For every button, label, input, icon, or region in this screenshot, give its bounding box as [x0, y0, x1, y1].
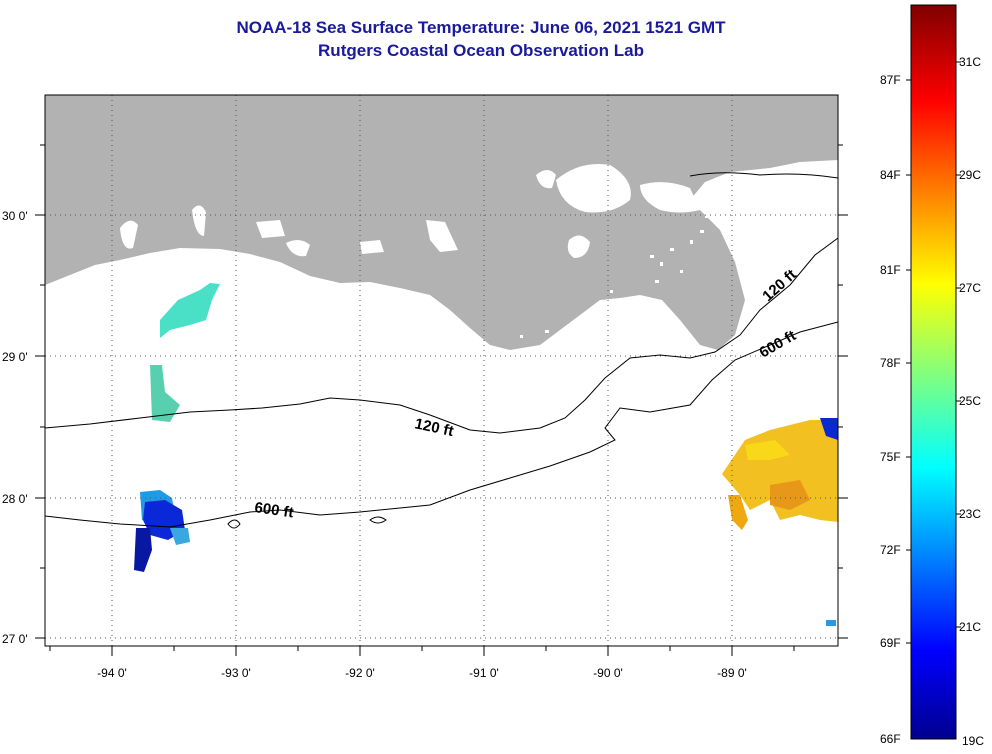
colorbar-c-label: 19C [962, 734, 984, 748]
colorbar-f-label: 69F [880, 636, 901, 650]
lake [556, 164, 631, 213]
lon-label: -93 0' [221, 666, 251, 680]
colorbar-c-label: 23C [959, 507, 981, 521]
grid-lines [45, 95, 838, 646]
map-border [44, 94, 839, 647]
contour-600ft [45, 321, 838, 528]
colorbar-ticks [906, 61, 961, 644]
colorbar-f-label: 75F [880, 450, 901, 464]
lake [360, 240, 384, 254]
colorbar-c-label: 21C [959, 620, 981, 634]
contour-label-600ft-west: 600 ft [253, 499, 294, 521]
axis-ticks [35, 144, 848, 656]
lake [567, 235, 590, 258]
lake [256, 220, 285, 238]
lon-label: -90 0' [593, 666, 623, 680]
colorbar-c-label: 29C [959, 168, 981, 182]
colorbar-c-label: 27C [959, 281, 981, 295]
map-title: NOAA-18 Sea Surface Temperature: June 06… [236, 18, 726, 37]
lat-label: 30 0' [2, 209, 28, 223]
contour-120ft [45, 237, 838, 434]
colorbar-f-label: 84F [880, 168, 901, 182]
lat-label: 27 0' [2, 632, 28, 646]
lon-label: -94 0' [97, 666, 127, 680]
colorbar-f-label: 72F [880, 543, 901, 557]
colorbar [910, 4, 957, 740]
lake [286, 239, 310, 257]
colorbar-f-label: 87F [880, 73, 901, 87]
lake [640, 182, 700, 213]
lake [192, 205, 206, 236]
lake [536, 170, 556, 189]
lon-label: -89 0' [717, 666, 747, 680]
lat-label: 29 0' [2, 350, 28, 364]
delta-marsh [520, 215, 708, 338]
sst-data [134, 283, 838, 626]
colorbar-c-label: 25C [959, 394, 981, 408]
colorbar-f-label: 81F [880, 263, 901, 277]
colorbar-f-label: 66F [880, 732, 901, 746]
colorbar-f-label: 78F [880, 356, 901, 370]
colorbar-c-label: 31C [959, 55, 981, 69]
lake [426, 220, 458, 252]
lon-label: -91 0' [469, 666, 499, 680]
map-subtitle: Rutgers Coastal Ocean Observation Lab [318, 41, 644, 60]
bathymetry-contours [45, 172, 838, 529]
lon-label: -92 0' [345, 666, 375, 680]
lake [738, 210, 752, 250]
lat-label: 28 0' [2, 492, 28, 506]
lake [120, 220, 138, 249]
